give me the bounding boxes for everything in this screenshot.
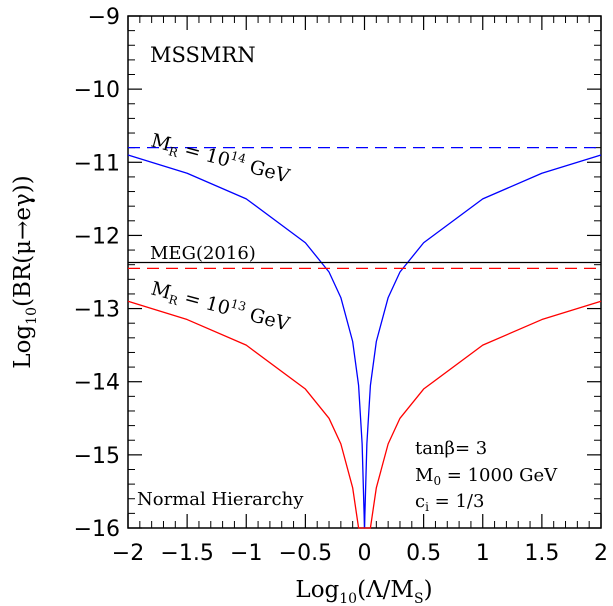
tanbeta-label: tanβ= 3: [415, 438, 487, 459]
x-tick-label: 2: [594, 541, 608, 566]
x-tick-label: −1: [230, 541, 262, 566]
x-tick-label: −2: [112, 541, 144, 566]
x-tick-labels: −2 −1.5 −1 −0.5 0 0.5 1 1.5 2: [112, 541, 608, 566]
x-tick-label: 1: [476, 541, 490, 566]
model-label: MSSMRN: [150, 43, 256, 67]
y-tick-label: −16: [74, 517, 120, 542]
plot-area: [127, 15, 602, 529]
ci-label: ci = 1/3: [415, 491, 484, 514]
hierarchy-label: Normal Hierarchy: [137, 489, 304, 510]
y-tick-labels: −16 −15 −14 −13 −12 −11 −10 −9: [74, 5, 120, 542]
x-axis-title: Log10(Λ/MS): [295, 577, 432, 606]
y-tick-label: −14: [74, 371, 120, 396]
y-tick-label: −15: [74, 444, 120, 469]
axis-ticks: [127, 15, 602, 529]
y-tick-label: −13: [74, 298, 120, 323]
y-axis-title: Log10(BR(μ→eγ)): [10, 175, 40, 368]
x-tick-label: 0: [358, 541, 372, 566]
x-tick-label: 0.5: [406, 541, 441, 566]
series-layer: [127, 147, 602, 529]
y-tick-label: −11: [74, 151, 120, 176]
y-tick-label: −10: [74, 78, 120, 103]
mr14-label: MR = 1014 GeV: [148, 128, 292, 190]
series-line-1: [127, 300, 602, 529]
y-tick-label: −9: [88, 5, 120, 30]
meg-label: MEG(2016): [150, 243, 256, 264]
x-tick-label: 1.5: [524, 541, 559, 566]
mr13-label: MR = 1013 GeV: [148, 276, 292, 338]
plot-frame: [127, 15, 602, 529]
x-tick-label: −1.5: [160, 541, 213, 566]
x-tick-label: −0.5: [279, 541, 332, 566]
y-tick-label: −12: [74, 224, 120, 249]
m0-label: M0 = 1000 GeV: [415, 465, 558, 488]
